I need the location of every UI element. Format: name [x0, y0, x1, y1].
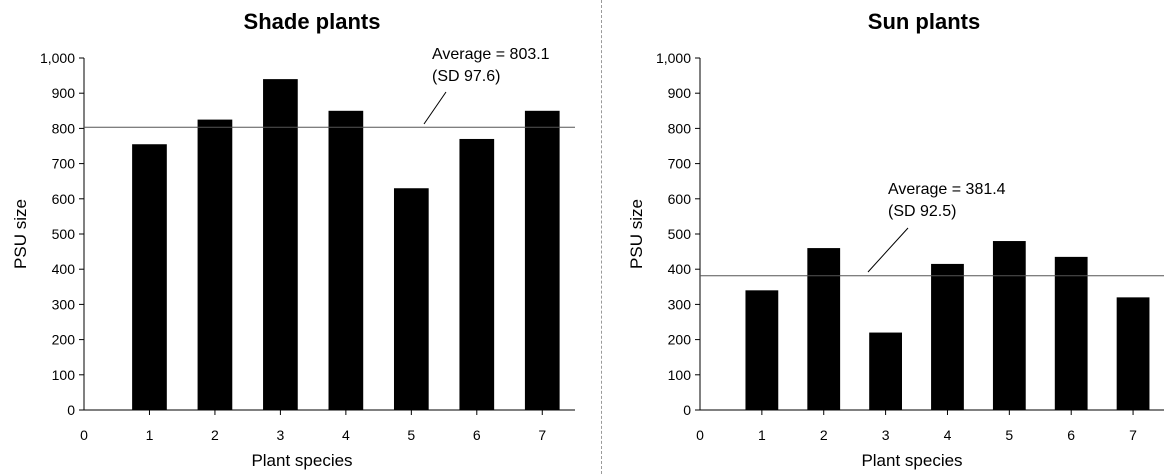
y-tick-label: 700 [52, 156, 76, 172]
y-axis-label: PSU size [11, 199, 30, 269]
annotation-leader-line [867, 227, 909, 273]
y-tick-label: 100 [668, 367, 692, 383]
y-tick-label: 200 [668, 332, 692, 348]
shade-plants-chart: Shade plants 0 100 200 300 400 500 600 700 800 900… [11, 9, 575, 470]
annotation-leader-line [423, 91, 447, 125]
sun-plants-chart: Sun plants 0 100 200 300 400 500 600 700 800 900 1,… [604, 0, 1168, 474]
sd-annotation: (SD 97.6) [432, 68, 500, 85]
y-tick-label: 500 [668, 226, 692, 242]
bar [1116, 297, 1150, 410]
y-axis-label: PSU size [627, 199, 646, 269]
y-tick-label: 300 [668, 296, 692, 312]
x-axis-label: Plant species [861, 451, 962, 470]
y-tick-label: 1,000 [656, 50, 691, 66]
y-tick-label: 200 [52, 332, 76, 348]
y-tick-label: 600 [668, 191, 692, 207]
bar [459, 138, 495, 410]
bar [1054, 256, 1088, 410]
x-tick-label: 1 [146, 427, 154, 443]
bar [931, 263, 964, 410]
bar [197, 119, 233, 410]
y-tick-label: 900 [668, 85, 692, 101]
bar [807, 248, 841, 410]
y-tick-label: 1,000 [40, 50, 75, 66]
bar [745, 290, 779, 410]
chart-title: Shade plants [244, 9, 381, 34]
x-tick-label: 2 [211, 427, 219, 443]
chart-title: Sun plants [868, 9, 980, 34]
x-tick-label: 5 [1005, 427, 1013, 443]
y-tick-label: 0 [683, 402, 691, 418]
bar [524, 110, 560, 411]
sd-annotation: (SD 92.5) [888, 203, 956, 220]
x-tick-label: 0 [696, 427, 704, 443]
y-tick-label: 800 [52, 120, 76, 136]
x-tick-label: 5 [407, 427, 415, 443]
x-tick-label: 7 [1129, 427, 1137, 443]
y-tick-label: 600 [52, 191, 76, 207]
bar [992, 241, 1026, 410]
y-tick-label: 100 [52, 367, 76, 383]
x-tick-label: 2 [820, 427, 828, 443]
bar [869, 332, 902, 410]
shade-plants-chart-svg: Shade plants 0 100 200 300 400 500 600 700 800 900… [11, 9, 575, 470]
x-tick-label: 3 [277, 427, 285, 443]
x-axis-label: Plant species [251, 451, 352, 470]
y-tick-label: 800 [668, 120, 692, 136]
y-tick-label: 300 [52, 296, 76, 312]
x-tick-label: 3 [882, 427, 890, 443]
x-tick-label: 0 [80, 427, 88, 443]
bar [328, 110, 364, 411]
bar [393, 188, 429, 410]
y-tick-label: 500 [52, 226, 76, 242]
y-tick-label: 0 [67, 402, 75, 418]
bar [263, 79, 298, 411]
average-annotation: Average = 803.1 [432, 46, 550, 63]
x-tick-label: 7 [538, 427, 546, 443]
panel-divider [601, 0, 602, 474]
x-tick-label: 4 [944, 427, 952, 443]
average-annotation: Average = 381.4 [888, 181, 1006, 198]
x-tick-label: 6 [473, 427, 481, 443]
x-tick-label: 1 [758, 427, 766, 443]
y-tick-label: 400 [668, 261, 692, 277]
y-tick-label: 400 [52, 261, 76, 277]
sun-plants-chart-svg: Sun plants 0 100 200 300 400 500 600 700 800 900 1,… [627, 9, 1164, 470]
bar [132, 144, 167, 411]
y-tick-label: 700 [668, 156, 692, 172]
x-tick-label: 6 [1067, 427, 1075, 443]
x-tick-label: 4 [342, 427, 350, 443]
y-tick-label: 900 [52, 85, 76, 101]
